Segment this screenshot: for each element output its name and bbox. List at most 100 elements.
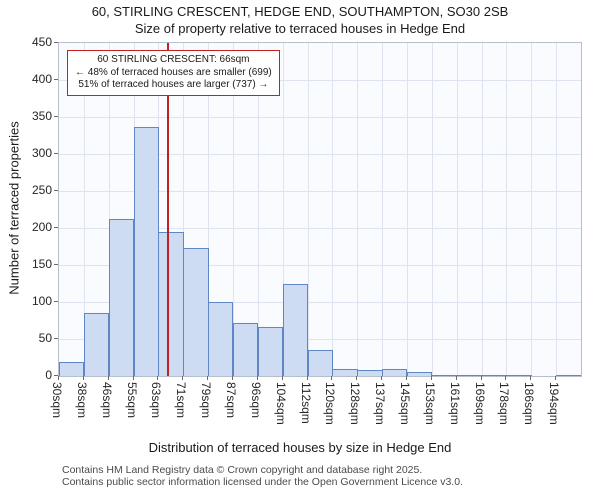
x-tick-mark: [306, 376, 308, 380]
gridline-vertical: [257, 43, 259, 376]
y-tick-mark: [54, 301, 58, 302]
gridline-vertical: [407, 43, 408, 376]
x-tick-mark: [281, 376, 283, 380]
bar: [556, 374, 582, 376]
gridline-vertical: [208, 43, 210, 376]
gridline-vertical: [108, 43, 110, 376]
x-tick-mark: [207, 376, 209, 380]
x-tick-mark: [132, 376, 134, 380]
x-tick-mark: [406, 376, 407, 380]
annotation-line-1: 60 STIRLING CRESCENT: 66sqm: [97, 54, 250, 65]
gridline-vertical: [282, 43, 284, 376]
y-tick-label: 50: [38, 331, 52, 345]
gridline-vertical: [456, 43, 458, 376]
x-tick-label: 104sqm: [273, 382, 288, 425]
x-tick-mark: [430, 376, 432, 380]
y-tick-label: 300: [31, 146, 52, 160]
footer-line-1: Contains HM Land Registry data © Crown c…: [62, 464, 423, 476]
bar: [307, 350, 333, 376]
bar: [233, 323, 259, 376]
bar: [407, 371, 433, 376]
bar: [481, 374, 507, 376]
x-tick-mark: [331, 376, 333, 380]
y-tick-label: 350: [31, 109, 52, 123]
y-tick-mark: [54, 227, 58, 228]
annotation-line-2: ← 48% of terraced houses are smaller (69…: [75, 66, 272, 78]
y-tick-mark: [54, 79, 58, 80]
gridline-vertical: [431, 43, 433, 376]
x-tick-label: 63sqm: [149, 382, 164, 419]
y-tick-mark: [54, 42, 58, 43]
gridline-vertical: [357, 43, 359, 376]
gridline-horizontal: [59, 339, 581, 340]
annotation-line-3: 51% of terraced houses are larger (737) …: [78, 79, 269, 90]
y-tick-mark: [54, 116, 58, 117]
footer-line-2: Contains public sector information licen…: [62, 476, 463, 488]
x-tick-mark: [555, 376, 557, 380]
x-tick-mark: [455, 376, 457, 380]
gridline-horizontal: [59, 191, 581, 192]
y-tick-label: 250: [31, 183, 52, 197]
x-tick-mark: [182, 376, 184, 380]
x-tick-mark: [356, 376, 358, 380]
x-tick-label: 55sqm: [124, 382, 139, 419]
x-tick-label: 194sqm: [547, 382, 562, 425]
x-tick-label: 161sqm: [447, 382, 462, 425]
gridline-vertical: [382, 43, 384, 376]
gridline-vertical: [506, 43, 508, 376]
gridline-vertical: [158, 43, 160, 376]
y-tick-mark: [54, 153, 58, 154]
x-tick-label: 38sqm: [74, 382, 89, 419]
y-tick-mark: [54, 338, 58, 339]
bar: [506, 375, 532, 376]
x-tick-label: 145sqm: [398, 382, 412, 425]
gridline-vertical: [183, 43, 185, 376]
x-tick-mark: [232, 376, 233, 380]
chart-title: 60, STIRLING CRESCENT, HEDGE END, SOUTHA…: [91, 4, 509, 19]
x-tick-label: 178sqm: [497, 382, 512, 425]
x-tick-mark: [381, 376, 383, 380]
x-tick-label: 96sqm: [248, 382, 263, 419]
x-tick-mark: [530, 376, 532, 380]
x-tick-label: 128sqm: [348, 382, 363, 425]
x-tick-label: 112sqm: [298, 382, 313, 424]
bar: [208, 302, 234, 376]
x-axis-title: Distribution of terraced houses by size …: [148, 440, 452, 455]
bar: [257, 327, 284, 376]
x-tick-mark: [58, 376, 59, 380]
gridline-vertical: [83, 43, 85, 376]
y-tick-label: 150: [31, 257, 52, 271]
x-tick-mark: [82, 376, 84, 380]
gridline-vertical: [233, 43, 234, 376]
x-tick-label: 87sqm: [224, 382, 238, 419]
x-tick-label: 79sqm: [199, 382, 214, 419]
x-tick-label: 71sqm: [174, 382, 189, 419]
y-tick-label: 200: [31, 220, 52, 234]
x-tick-mark: [107, 376, 109, 380]
gridline-vertical: [332, 43, 334, 376]
x-tick-label: 186sqm: [522, 382, 537, 425]
gridline-horizontal: [59, 80, 581, 81]
bar: [282, 284, 309, 376]
gridline-vertical: [531, 43, 533, 376]
x-tick-label: 137sqm: [373, 382, 388, 425]
gridline-vertical: [307, 43, 309, 376]
gridline-vertical: [481, 43, 483, 376]
bar: [332, 368, 358, 376]
bar: [357, 370, 383, 376]
bar: [456, 375, 483, 376]
gridline-horizontal: [59, 154, 581, 155]
y-tick-label: 450: [31, 35, 52, 49]
bar: [431, 374, 458, 376]
x-tick-mark: [505, 376, 507, 380]
x-tick-label: 153sqm: [422, 382, 437, 425]
bar: [59, 361, 85, 376]
x-tick-mark: [157, 376, 159, 380]
y-tick-label: 400: [31, 72, 52, 86]
annotation-box: 60 STIRLING CRESCENT: 66sqm ← 48% of ter…: [67, 50, 280, 96]
bar: [158, 232, 184, 376]
chart-subtitle: Size of property relative to terraced ho…: [134, 21, 466, 36]
x-tick-label: 30sqm: [50, 382, 64, 419]
y-tick-mark: [54, 375, 58, 376]
gridline-horizontal: [59, 302, 581, 303]
